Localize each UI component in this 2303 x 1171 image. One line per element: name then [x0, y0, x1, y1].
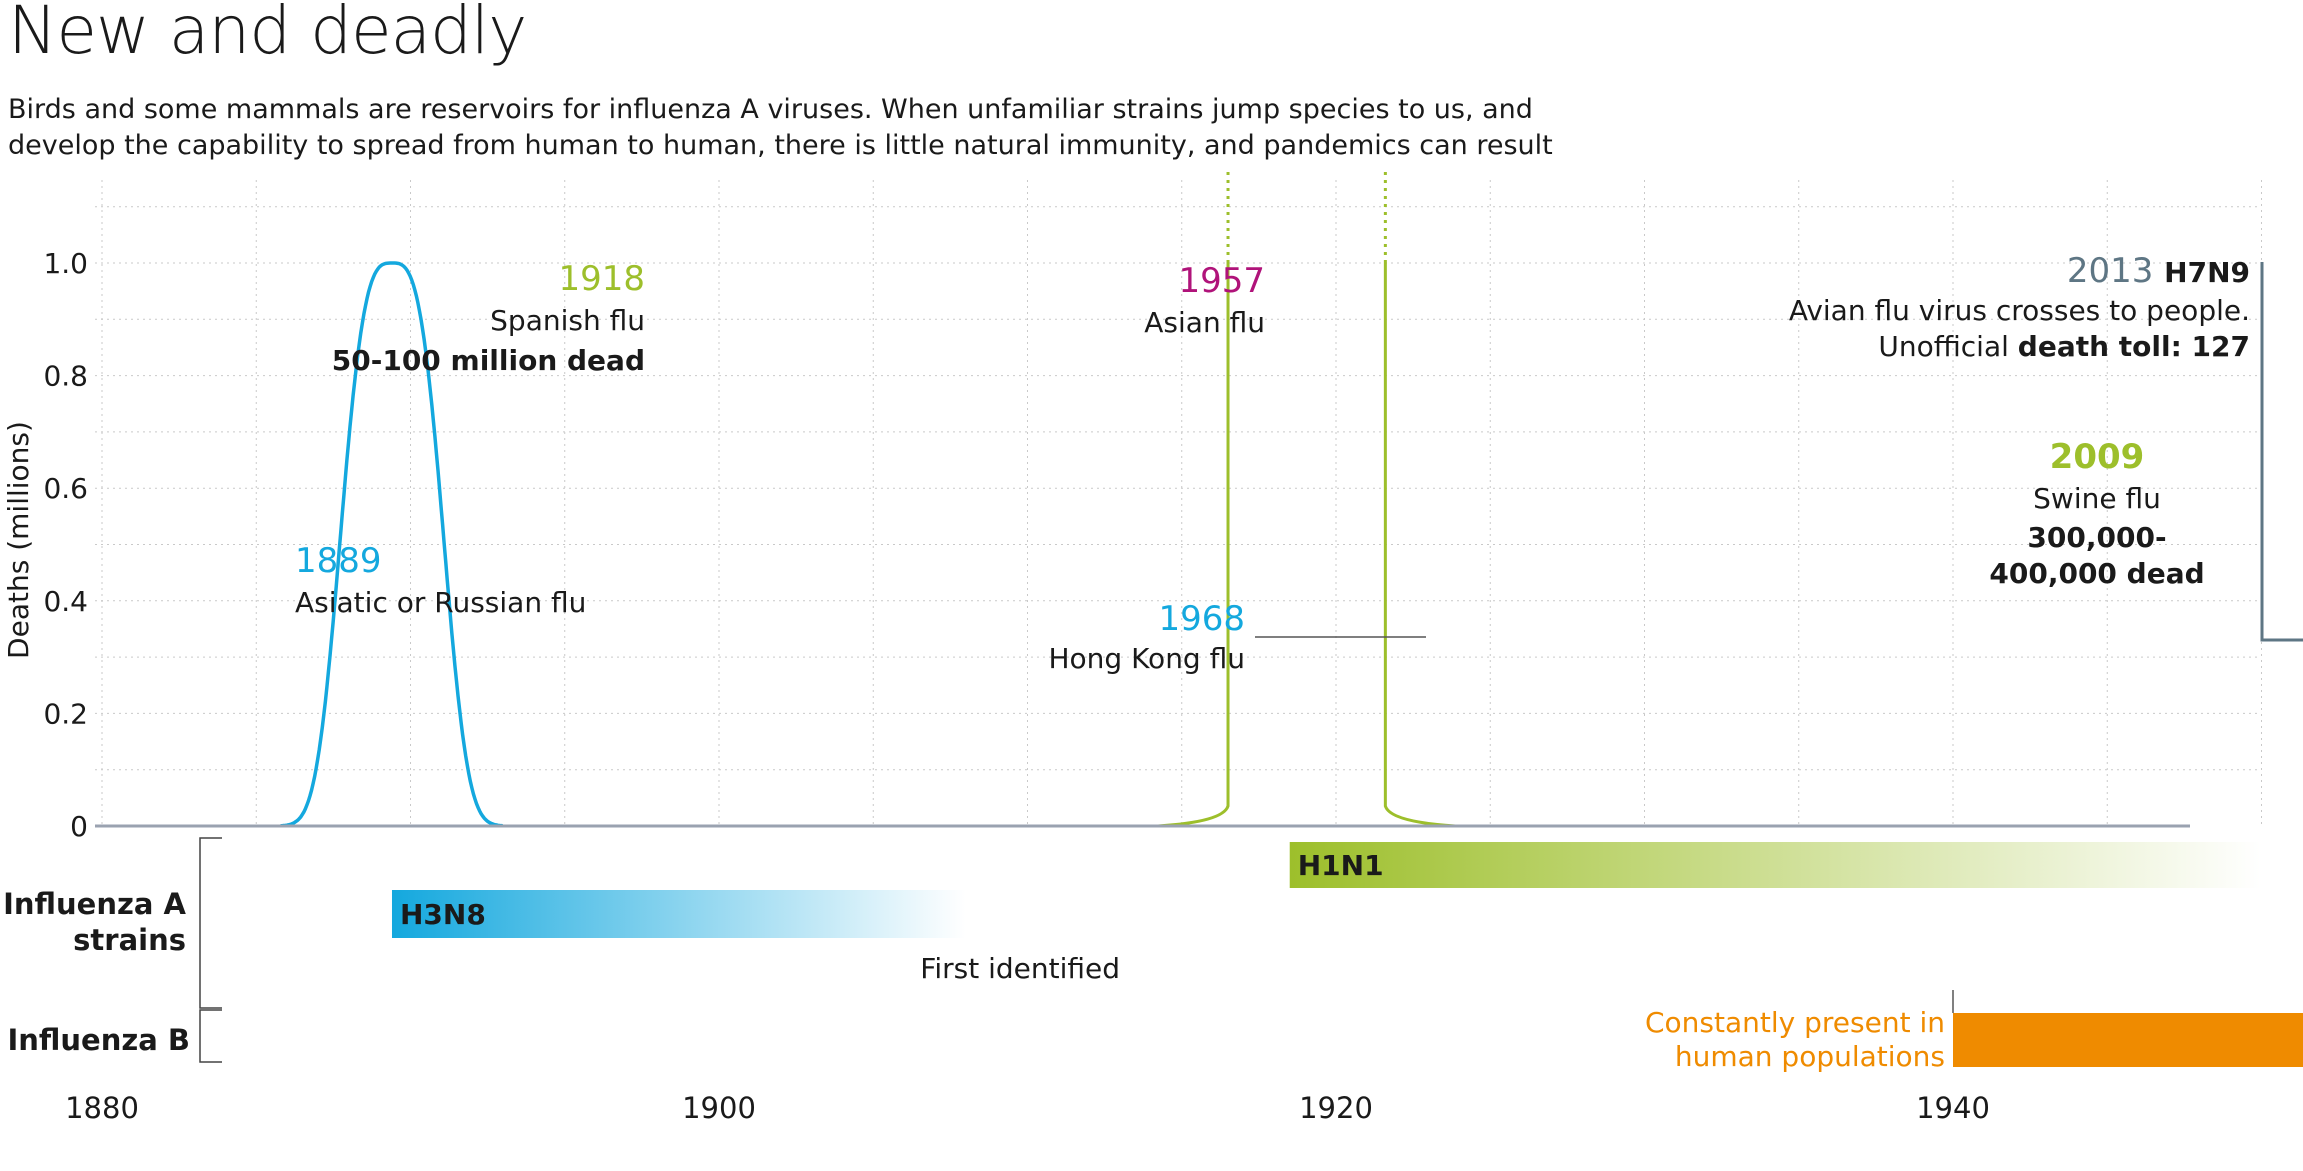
label-2009-toll-line: 300,000-: [2027, 521, 2166, 554]
label-2009-toll-line: 400,000 dead: [1989, 557, 2204, 590]
first-identified-label: First identified: [920, 952, 1120, 985]
label-1918-name: Spanish flu: [490, 304, 645, 337]
event-2013-toll-plain: Unofficial: [1878, 330, 2017, 363]
event-2013-toll: Unofficial death toll: 127: [1878, 330, 2250, 363]
label-1918-year: 1918: [558, 259, 645, 299]
bracket-influenza-a: [199, 837, 222, 1009]
pandemic-curve-1918-right: [1383, 263, 1456, 828]
event-2013-toll-bold: death toll: 127: [2018, 330, 2250, 363]
event-2013-heading: 2013 H7N9: [2067, 251, 2250, 291]
chart-subtitle: Birds and some mammals are reservoirs fo…: [8, 94, 1553, 161]
pandemic-curve-1889: [280, 261, 503, 828]
strain-bar: [1953, 1013, 2303, 1067]
strain-bars: H1N1H1N1H1N1 (2009)H3N8H3N2H2N2Influenza…: [3, 837, 2303, 1073]
event-2013-strain: H7N9: [2164, 256, 2250, 289]
label-1968-year: 1968: [1158, 599, 1245, 639]
x-tick-label: 1900: [682, 1091, 756, 1125]
strain-bar-label: H3N8: [400, 898, 486, 931]
label-2009-name: Swine flu: [2033, 482, 2161, 515]
label-1968-name: Hong Kong flu: [1048, 642, 1245, 675]
label-1918-toll: 50-100 million dead: [332, 344, 645, 377]
label-1889-name: Asiatic or Russian flu: [295, 586, 586, 619]
influenza-b-note: human populations: [1675, 1040, 1945, 1073]
x-tick-label: 1940: [1916, 1091, 1990, 1125]
y-tick-label: 0.8: [43, 360, 88, 393]
group-label-influenza-a: strains: [73, 923, 186, 957]
y-tick-label: 0.6: [43, 472, 88, 505]
annotations: 1889 Asiatic or Russian flu 1918 Spanish fl…: [295, 251, 2303, 675]
influenza-b-note: Constantly present in: [1645, 1006, 1945, 1039]
label-1957-year: 1957: [1178, 261, 1265, 301]
axes: 0 0.2 0.4 0.6 0.8 1.0 Deaths (millions) 1880 190…: [2, 247, 2190, 1125]
group-label-influenza-a: Influenza A: [3, 887, 186, 921]
label-2009-year: 2009: [2050, 437, 2145, 477]
event-2013-year: 2013: [2067, 251, 2164, 291]
bracket-influenza-b: [199, 1009, 222, 1063]
label-1889-year: 1889: [295, 541, 382, 581]
event-2013-text: Avian flu virus crosses to people.: [1789, 294, 2250, 327]
y-axis-label: Deaths (millions): [2, 421, 35, 659]
strain-bar: [1289, 842, 2262, 888]
strain-bar-label: H1N1: [1298, 849, 1384, 882]
x-tick-label: 1880: [65, 1091, 139, 1125]
x-tick-label: 1920: [1299, 1091, 1373, 1125]
y-tick-label: 0.2: [43, 697, 88, 730]
y-tick-label: 0: [70, 810, 88, 843]
group-label-influenza-b: Influenza B: [7, 1023, 190, 1057]
y-tick-label: 1.0: [43, 247, 88, 280]
chart-title: New and deadly: [8, 0, 527, 69]
label-1957-name: Asian flu: [1144, 306, 1265, 339]
event-2013-arrow: [2260, 262, 2303, 642]
y-tick-label: 0.4: [43, 585, 88, 618]
strain-bar: [391, 890, 966, 938]
